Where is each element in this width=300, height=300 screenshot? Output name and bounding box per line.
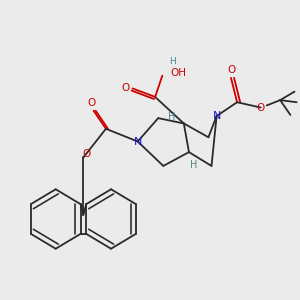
Text: O: O — [121, 83, 130, 93]
Text: N: N — [134, 136, 142, 146]
Text: H: H — [169, 57, 176, 66]
Text: H: H — [168, 112, 175, 122]
Text: O: O — [82, 149, 91, 159]
Text: H: H — [190, 160, 198, 170]
Text: N: N — [212, 111, 221, 121]
Text: O: O — [88, 98, 96, 108]
Text: O: O — [256, 103, 265, 112]
Text: O: O — [228, 65, 236, 75]
Text: OH: OH — [170, 68, 187, 77]
